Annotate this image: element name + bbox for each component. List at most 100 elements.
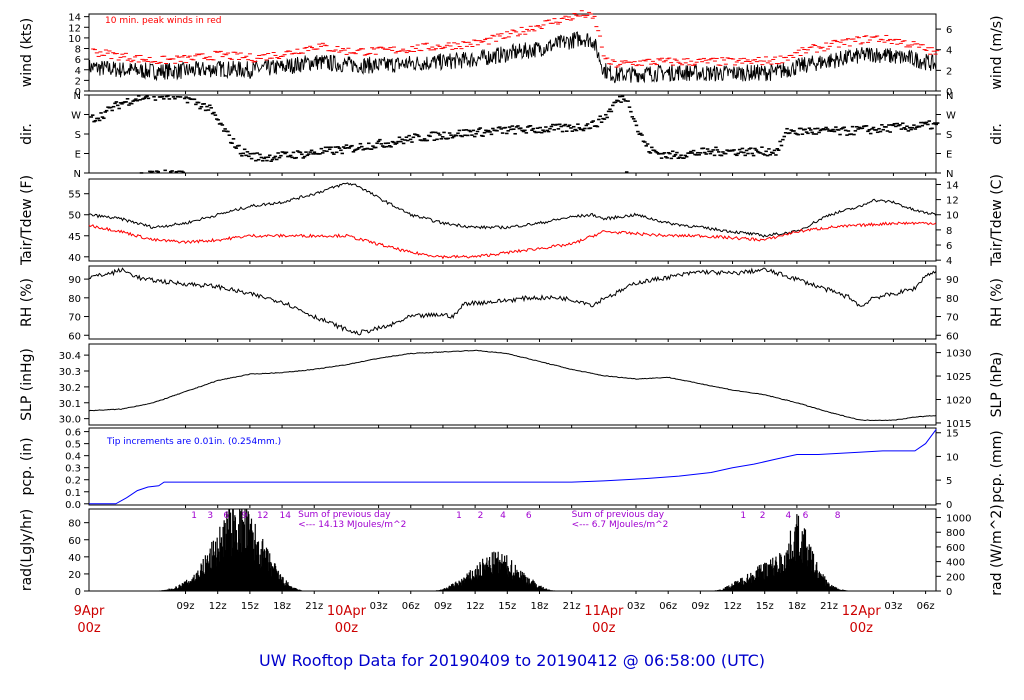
temp-right-tick-label: 8: [946, 226, 952, 237]
solar-hour-mark: 2: [478, 511, 484, 521]
solar-hour-mark: 12: [257, 511, 268, 521]
day-label: 12Apr: [842, 604, 882, 619]
wind-left-tick-label: 0: [75, 87, 81, 98]
rh-left-tick-label: 70: [68, 313, 81, 324]
wind-left-tick-label: 12: [68, 23, 81, 34]
solar-hour-mark: 9: [242, 511, 248, 521]
radiation-annotation: <--- 6.7 MJoules/m^2: [572, 520, 669, 530]
wind-right-tick-label: 4: [946, 46, 952, 57]
wind-right-tick-label: 0: [946, 87, 952, 98]
rad-left-tick-label: 20: [68, 570, 81, 581]
solar-hour-mark: 4: [785, 511, 791, 521]
x-tick-label: 21z: [563, 601, 581, 612]
slp-left-tick-label: 30.1: [59, 399, 81, 410]
slp-left-axis-label: SLP (inHg): [19, 348, 35, 421]
day-hour-label: 00z: [77, 621, 101, 636]
wind-left-tick-label: 8: [75, 45, 81, 56]
pcp-right-tick-label: 15: [946, 429, 959, 440]
temp-right-tick-label: 4: [946, 256, 952, 267]
rad-right-tick-label: 800: [946, 528, 965, 539]
x-tick-label: 03z: [370, 601, 388, 612]
temp-series-1: [88, 221, 937, 260]
panel-slp: 30.0 30.1 30.2 30.3 30.4 1015 1020 1025 1030 SLP …: [19, 343, 1005, 430]
temp-frame: [88, 178, 937, 262]
radiation-annotation: <--- 14.13 MJoules/m^2: [298, 520, 406, 530]
pcp-left-tick-label: 0.5: [65, 440, 81, 451]
solar-hour-mark: 8: [835, 511, 841, 521]
rad-right-axis-label: rad (W/m^2): [989, 504, 1005, 595]
temp-right-tick-label: 6: [946, 241, 952, 252]
rh-left-axis-label: RH (%): [19, 278, 35, 327]
day-hour-label: 00z: [335, 621, 359, 636]
x-tick-label: 21z: [820, 601, 838, 612]
slp-right-tick-label: 1015: [946, 419, 971, 430]
solar-hour-mark: 2: [760, 511, 766, 521]
pcp-left-tick-label: 0.4: [65, 452, 81, 463]
slp-right-tick-label: 1020: [946, 395, 971, 406]
temp-left-tick-label: 50: [68, 211, 81, 222]
x-tick-label: 03z: [627, 601, 645, 612]
wind-left-tick-label: 14: [68, 13, 81, 24]
x-tick-label: 15z: [498, 601, 516, 612]
solar-hour-mark: 4: [500, 511, 506, 521]
solar-hour-mark: 6: [223, 511, 229, 521]
rh-frame: [88, 265, 937, 340]
panel-temp: 40 45 50 55 4 6 8 10 12 14 Tair/Tdew (F) Tair/Tdew …: [19, 174, 1005, 267]
temp-right-axis-label: Tair/Tdew (C): [989, 174, 1005, 267]
dir-left-tick-label: E: [75, 150, 81, 161]
day-hour-label: 00z: [850, 621, 874, 636]
rh-right-tick-label: 70: [946, 313, 959, 324]
solar-hour-mark: 1: [740, 511, 746, 521]
wind-left-axis-label: wind (kts): [19, 18, 35, 87]
rh-right-tick-label: 90: [946, 275, 959, 286]
x-tick-label: 18z: [273, 601, 291, 612]
dir-left-axis-label: dir.: [19, 123, 35, 145]
solar-hour-mark: 14: [280, 511, 292, 521]
solar-hour-mark: 3: [207, 511, 213, 521]
rh-right-axis-label: RH (%): [989, 278, 1005, 327]
x-tick-label: 15z: [241, 601, 259, 612]
x-tick-label: 06z: [402, 601, 420, 612]
pcp-left-tick-label: 0.3: [65, 464, 81, 475]
slp-left-tick-label: 30.3: [59, 367, 81, 378]
x-tick-label: 06z: [917, 601, 935, 612]
rad-right-tick-label: 400: [946, 558, 965, 569]
time-axis: 09z 12z 15z 18z 21z 03z 06z 09z 12z 15z 18z 21z 03z 0…: [74, 601, 935, 636]
pcp-left-tick-label: 0.0: [65, 500, 81, 511]
x-tick-label: 09z: [177, 601, 195, 612]
temp-left-axis-label: Tair/Tdew (F): [19, 175, 35, 266]
day-label: 10Apr: [327, 604, 367, 619]
pcp-frame: [88, 427, 937, 506]
x-tick-label: 18z: [788, 601, 806, 612]
dir-right-tick-label: N: [946, 169, 953, 180]
pcp-annotation: Tip increments are 0.01in. (0.254mm.): [106, 437, 281, 447]
pcp-right-tick-label: 0: [946, 500, 952, 511]
slp-left-tick-label: 30.0: [59, 415, 81, 426]
dir-left-tick-label: S: [75, 130, 81, 141]
pcp-right-axis-label: pcp. (mm): [989, 430, 1005, 503]
temp-right-tick-label: 14: [946, 180, 959, 191]
wind-right-tick-label: 6: [946, 25, 952, 36]
day-hour-label: 00z: [592, 621, 616, 636]
x-tick-label: 12z: [209, 601, 227, 612]
wind-right-axis-label: wind (m/s): [989, 15, 1005, 89]
x-tick-label: 09z: [434, 601, 452, 612]
slp-left-tick-label: 30.4: [59, 351, 81, 362]
rad-left-tick-label: 40: [68, 553, 81, 564]
wind-annotation: 10 min. peak winds in red: [105, 16, 222, 26]
wind-right-tick-label: 2: [946, 66, 952, 77]
rh-series-0: [88, 267, 937, 336]
x-tick-label: 03z: [884, 601, 902, 612]
rad-left-tick-label: 80: [68, 519, 81, 530]
panel-pcp: 0.00.10.20.30.40.50.6 0 5 10 15 pcp. (in) pcp.…: [19, 427, 1005, 511]
slp-right-tick-label: 1030: [946, 349, 971, 360]
radiation-annotation: Sum of previous day: [572, 510, 665, 520]
rad-right-tick-label: 1000: [946, 514, 971, 525]
rad-left-axis-label: rad(Lgly/hr): [19, 509, 35, 591]
pcp-left-tick-label: 0.1: [65, 488, 81, 499]
slp-right-axis-label: SLP (hPa): [989, 352, 1005, 418]
